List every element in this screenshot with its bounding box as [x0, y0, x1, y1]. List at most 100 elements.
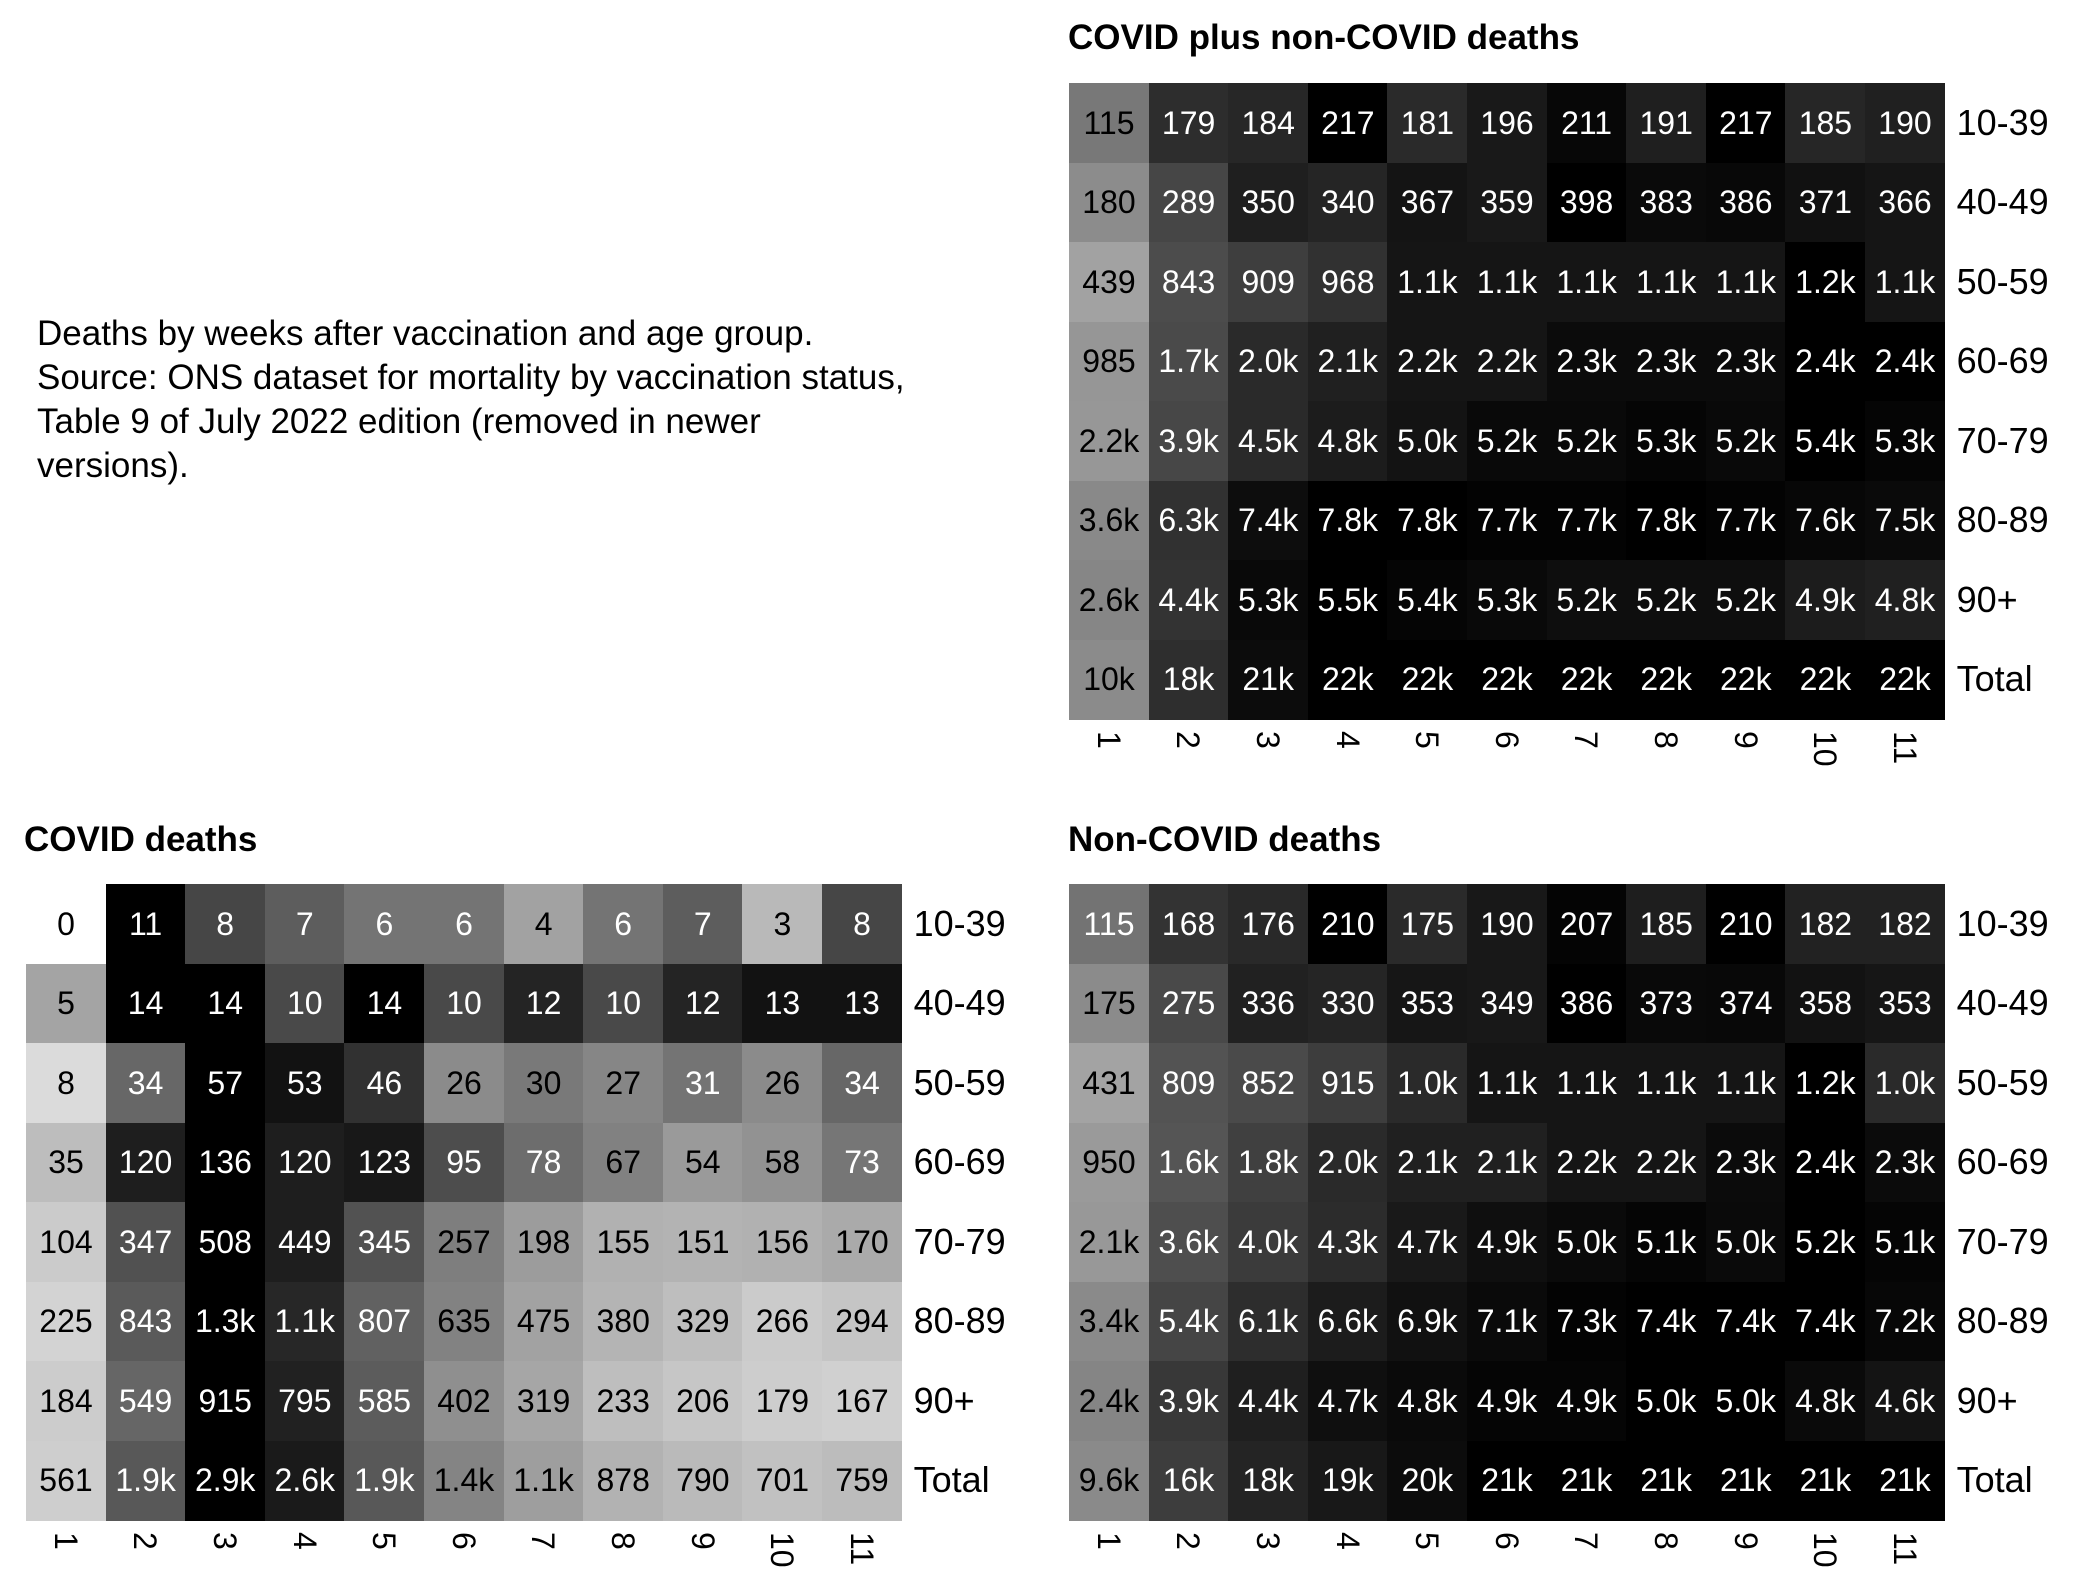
- heatmap-cell: 1.1k: [1467, 1043, 1547, 1123]
- heatmap-cell: 319: [503, 1361, 584, 1441]
- heatmap-cell: 225: [26, 1281, 106, 1362]
- heatmap-cell: 380: [583, 1281, 664, 1362]
- column-label: 5: [1409, 731, 1446, 749]
- row-label: 50-59: [1956, 260, 2049, 302]
- heatmap-cell: 175: [1387, 884, 1468, 964]
- heatmap-cell: 4.8k: [1387, 1361, 1468, 1441]
- heatmap-cell: 2.2k: [1467, 321, 1547, 402]
- heatmap-cell: 1.2k: [1785, 242, 1866, 322]
- heatmap-cell: 809: [1148, 1043, 1229, 1123]
- heatmap-cell: 78: [503, 1122, 584, 1203]
- heatmap-cell: 4.3k: [1307, 1202, 1388, 1282]
- heatmap-cell: 439: [1069, 242, 1149, 322]
- heatmap-cell: 120: [105, 1122, 186, 1203]
- heatmap-cell: 22k: [1307, 639, 1388, 720]
- heatmap-cell: 18k: [1228, 1440, 1309, 1521]
- heatmap-cell: 549: [105, 1361, 186, 1441]
- heatmap-cell: 22k: [1705, 639, 1786, 720]
- column-label: 8: [605, 1532, 641, 1550]
- heatmap-cell: 585: [344, 1361, 425, 1441]
- heatmap-cell: 4.8k: [1865, 560, 1945, 640]
- heatmap-cell: 1.1k: [1467, 242, 1547, 322]
- heatmap-cell: 4: [503, 884, 584, 964]
- column-label: 4: [1329, 1532, 1366, 1550]
- heatmap-cell: 6.3k: [1148, 480, 1229, 561]
- heatmap-cell: 7.5k: [1865, 480, 1945, 561]
- heatmap-cell: 73: [822, 1122, 902, 1203]
- heatmap-cell: 266: [742, 1281, 823, 1362]
- heatmap-cell: 198: [503, 1202, 584, 1282]
- heatmap-cell: 5.2k: [1785, 1202, 1866, 1282]
- row-label: 80-89: [1956, 499, 2049, 541]
- heatmap-cell: 31: [662, 1043, 743, 1123]
- heatmap-cell: 13: [742, 963, 823, 1044]
- heatmap-cell: 5.2k: [1705, 401, 1786, 481]
- heatmap-cell: 54: [662, 1122, 743, 1203]
- column-label: 3: [1250, 731, 1286, 749]
- heatmap-cell: 35: [26, 1122, 106, 1203]
- row-label: 10-39: [913, 902, 1006, 944]
- row-label: 50-59: [1956, 1061, 2049, 1103]
- heatmap-cell: 2.6k: [1069, 560, 1149, 640]
- heatmap-cell: 294: [822, 1281, 902, 1362]
- heatmap-cell: 2.1k: [1387, 1122, 1468, 1203]
- heatmap-cell: 233: [583, 1361, 664, 1441]
- heatmap-cell: 191: [1626, 83, 1707, 163]
- heatmap-cell: 5.0k: [1546, 1202, 1627, 1282]
- heatmap-cell: 21k: [1228, 639, 1309, 720]
- description-line: Deaths by weeks after vaccination and ag…: [37, 314, 814, 353]
- heatmap-cell: 27: [583, 1043, 664, 1123]
- heatmap-cell: 3.6k: [1069, 480, 1149, 561]
- heatmap-cell: 8: [822, 884, 902, 964]
- column-label: 3: [207, 1532, 243, 1550]
- heatmap-cell: 1.7k: [1148, 321, 1229, 402]
- heatmap-cell: 95: [424, 1122, 504, 1203]
- heatmap-cell: 1.0k: [1387, 1043, 1468, 1123]
- heatmap-cell: 217: [1705, 83, 1786, 163]
- heatmap-cell: 635: [424, 1281, 504, 1362]
- heatmap-cell: 5.0k: [1626, 1361, 1707, 1441]
- heatmap-cell: 561: [26, 1440, 106, 1521]
- heatmap-cell: 5.2k: [1546, 401, 1627, 481]
- heatmap-cell: 985: [1069, 321, 1149, 402]
- heatmap-cell: 11: [105, 884, 186, 964]
- heatmap-cell: 67: [583, 1122, 664, 1203]
- heatmap-cell: 2.1k: [1467, 1122, 1547, 1203]
- column-label: 7: [1568, 1532, 1605, 1550]
- heatmap-cell: 5.4k: [1387, 560, 1468, 640]
- heatmap-cell: 5.2k: [1626, 560, 1707, 640]
- heatmap-cell: 30: [503, 1043, 584, 1123]
- heatmap-cell: 349: [1467, 963, 1547, 1044]
- heatmap-cell: 2.0k: [1228, 321, 1309, 402]
- column-label: 6: [1488, 731, 1525, 749]
- heatmap-cell: 1.1k: [1705, 1043, 1786, 1123]
- heatmap-cell: 184: [26, 1361, 106, 1441]
- heatmap-cell: 22k: [1626, 639, 1707, 720]
- column-label: 1: [1090, 1532, 1127, 1550]
- heatmap-cell: 8: [185, 884, 266, 964]
- heatmap-cell: 21k: [1705, 1440, 1786, 1521]
- heatmap-cell: 181: [1387, 83, 1468, 163]
- heatmap-cell: 4.4k: [1228, 1361, 1309, 1441]
- column-label: 4: [1329, 731, 1366, 749]
- column-label: 2: [127, 1532, 164, 1550]
- heatmap-cell: 367: [1387, 162, 1468, 243]
- heatmap-cell: 7.8k: [1307, 480, 1388, 561]
- heatmap-cell: 878: [583, 1440, 664, 1521]
- heatmap-cell: 21k: [1467, 1440, 1547, 1521]
- column-label: 11: [1886, 1532, 1923, 1566]
- heatmap-cell: 1.4k: [424, 1440, 504, 1521]
- heatmap-cell: 1.8k: [1228, 1122, 1309, 1203]
- heatmap-cell: 14: [344, 963, 425, 1044]
- heatmap-cell: 14: [185, 963, 266, 1044]
- heatmap-cell: 7.7k: [1546, 480, 1627, 561]
- heatmap-cell: 26: [424, 1043, 504, 1123]
- heatmap-cell: 5.1k: [1865, 1202, 1945, 1282]
- row-label: 60-69: [913, 1141, 1006, 1183]
- heatmap-cell: 5.5k: [1307, 560, 1388, 640]
- heatmap-cell: 1.9k: [105, 1440, 186, 1521]
- heatmap-cell: 12: [503, 963, 584, 1044]
- heatmap-cell: 5.3k: [1626, 401, 1707, 481]
- heatmap-cell: 340: [1307, 162, 1388, 243]
- heatmap-cell: 1.1k: [1546, 242, 1627, 322]
